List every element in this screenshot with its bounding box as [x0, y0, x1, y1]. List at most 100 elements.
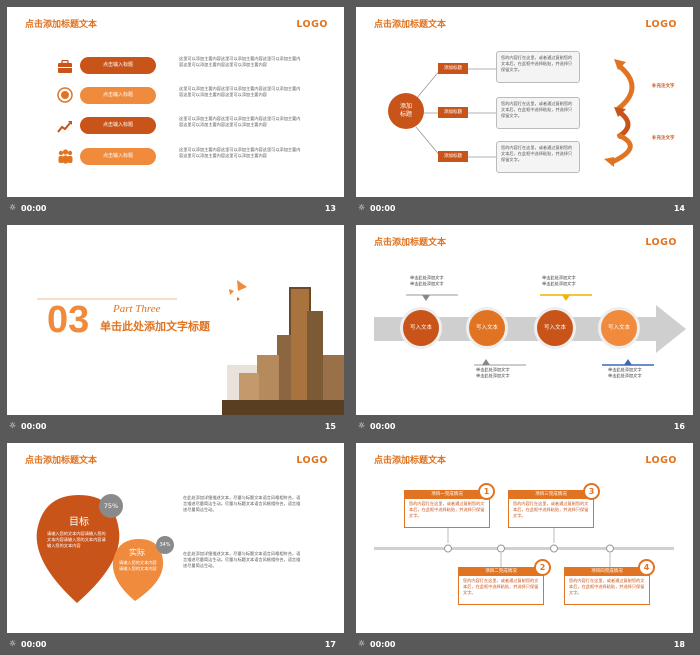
- briefcase-icon: [57, 59, 73, 73]
- step-circle: 写入文本: [598, 307, 640, 349]
- step-circle: 写入文本: [400, 307, 442, 349]
- clock-icon: ☼: [358, 639, 366, 648]
- logo: LOGO: [296, 455, 328, 466]
- slide-number: 13: [324, 204, 336, 213]
- step-number: 3: [583, 483, 600, 500]
- tag-label: 添加标题: [438, 63, 468, 74]
- tag-label: 添加标题: [438, 151, 468, 162]
- side-label: 补充注文字: [652, 136, 675, 141]
- slide-canvas: 点击添加标题文本 LOGO 目标 请输入您的文本内容请输入您的文本内容请输入您的…: [7, 443, 344, 633]
- slide-canvas: 点击添加标题文本 LOGO 写入文本 写入文本 写入文本 写入文本 单击此处添加…: [356, 225, 693, 415]
- slide-thumbnail-17[interactable]: 点击添加标题文本 LOGO 目标 请输入您的文本内容请输入您的文本内容请输入您的…: [7, 443, 344, 655]
- section-part: Part Three: [113, 303, 161, 315]
- slide-footer: ☼ 00:00 16: [356, 418, 693, 436]
- content-box: 您的内容打在这里，或者通过复制您的文本后，在此框中选择粘贴，并选择只保留文字。: [496, 51, 580, 83]
- timeline-card: 项目三完成情况 您的内容打在这里，或者通过复制您的文本后，在此框中选择粘贴，并选…: [508, 490, 594, 528]
- slide-title: 点击添加标题文本: [374, 456, 447, 466]
- slide-number: 15: [324, 422, 336, 431]
- connector-lines: [415, 59, 635, 167]
- card-text: 您的内容打在这里，或者通过复制您的文本后，在此框中选择粘贴，并选择只保留文字。: [513, 501, 589, 518]
- slide-thumbnail-15[interactable]: 03 Part Three 单击此处添加文字标题 ☼ 00:00 15: [7, 225, 344, 437]
- section-decoration: [37, 280, 344, 415]
- slide-number: 18: [673, 640, 685, 649]
- center-circle: 添加 标题: [388, 93, 424, 129]
- content-box: 您的内容打在这里，或者通过复制您的文本后，在此框中选择粘贴，并选择只保留文字。: [496, 141, 580, 173]
- actual-text: 请输入您的文本内容请输入您的文本内容: [119, 560, 157, 571]
- slide-footer: ☼ 00:00 17: [7, 636, 344, 654]
- people-icon: [57, 149, 74, 164]
- section-subtitle: 单击此处添加文字标题: [100, 320, 210, 333]
- row-title-pill: 点击输入标题: [80, 117, 156, 134]
- card-heading: 项目四完成情况: [565, 568, 649, 576]
- timeline: [374, 527, 674, 567]
- clock-icon: ☼: [358, 203, 366, 212]
- tag-label: 添加标题: [438, 107, 468, 118]
- logo: LOGO: [645, 455, 677, 466]
- coin-icon: [57, 87, 73, 103]
- row-text: 这里可以添加主要内容这里可以添加主要内容这里可以添加主要内容这里可以添加主要内容…: [179, 86, 301, 97]
- row-text: 这里可以添加主要内容这里可以添加主要内容这里可以添加主要内容这里可以添加主要内容…: [179, 116, 301, 127]
- slide-number: 17: [324, 640, 336, 649]
- slide-time: 00:00: [21, 422, 47, 431]
- logo: LOGO: [296, 19, 328, 30]
- clock-icon: ☼: [358, 421, 366, 430]
- side-label: 补充注文字: [652, 84, 675, 89]
- row-title-pill: 点击输入标题: [80, 87, 156, 104]
- card-heading: 项目一完成情况: [405, 491, 489, 499]
- step-note: 单击此处添加文字 单击此处添加文字: [542, 275, 576, 286]
- slide-canvas: 03 Part Three 单击此处添加文字标题: [7, 225, 344, 415]
- chart-icon: [57, 119, 73, 133]
- target-text: 请输入您的文本内容请输入您的文本内容请输入您的文本内容请输入您的文本内容: [47, 531, 106, 548]
- slide-title: 点击添加标题文本: [374, 20, 447, 30]
- section-number: 03: [47, 299, 90, 341]
- slide-thumbnail-13[interactable]: 点击添加标题文本 LOGO 点击输入标题 这里可以添加主要内容这里可以添加主要内…: [7, 7, 344, 219]
- slide-canvas: 点击添加标题文本 LOGO 添加 标题 添加标题 添加标题 添加标题 您的内容打…: [356, 7, 693, 197]
- step-number: 2: [534, 559, 551, 576]
- step-note: 单击此处添加文字 单击此处添加文字: [410, 275, 444, 286]
- card-text: 您的内容打在这里，或者通过复制您的文本后，在此框中选择粘贴，并选择只保留文字。: [463, 578, 539, 595]
- row-title-pill: 点击输入标题: [80, 57, 156, 74]
- slide-thumbnail-18[interactable]: 点击添加标题文本 LOGO 项目一完成情况 您的内容打在这里，或者通过复制您的文…: [356, 443, 693, 655]
- slide-canvas: 点击添加标题文本 LOGO 点击输入标题 这里可以添加主要内容这里可以添加主要内…: [7, 7, 344, 197]
- step-number: 1: [478, 483, 495, 500]
- step-circle: 写入文本: [534, 307, 576, 349]
- percent-badge: 75%: [103, 502, 119, 510]
- slide-footer: ☼ 00:00 18: [356, 636, 693, 654]
- slide-footer: ☼ 00:00 13: [7, 200, 344, 218]
- slide-title: 点击添加标题文本: [25, 456, 98, 466]
- slide-number: 14: [673, 204, 685, 213]
- step-number: 4: [638, 559, 655, 576]
- slide-time: 00:00: [21, 640, 47, 649]
- clock-icon: ☼: [9, 421, 17, 430]
- step-circle: 写入文本: [466, 307, 508, 349]
- slide-title: 点击添加标题文本: [25, 20, 98, 30]
- slide-title: 点击添加标题文本: [374, 238, 447, 248]
- slide-time: 00:00: [370, 422, 396, 431]
- drop-shapes: [36, 494, 174, 603]
- content-box: 您的内容打在这里，或者通过复制您的文本后，在此框中选择粘贴，并选择只保留文字。: [496, 97, 580, 129]
- clock-icon: ☼: [9, 639, 17, 648]
- clock-icon: ☼: [9, 203, 17, 212]
- card-text: 您的内容打在这里，或者通过复制您的文本后，在此框中选择粘贴，并选择只保留文字。: [409, 501, 485, 518]
- timeline-card: 项目一完成情况 您的内容打在这里，或者通过复制您的文本后，在此框中选择粘贴，并选…: [404, 490, 490, 528]
- slide-thumbnail-16[interactable]: 点击添加标题文本 LOGO 写入文本 写入文本 写入文本 写入文本 单击此处添加…: [356, 225, 693, 437]
- card-heading: 项目二完成情况: [459, 568, 543, 576]
- timeline-card: 项目二完成情况 您的内容打在这里，或者通过复制您的文本后，在此框中选择粘贴，并选…: [458, 567, 544, 605]
- timeline-card: 项目四完成情况 您的内容打在这里，或者通过复制您的文本后，在此框中选择粘贴，并选…: [564, 567, 650, 605]
- actual-label: 实际: [129, 548, 145, 557]
- slide-thumbnail-14[interactable]: 点击添加标题文本 LOGO 添加 标题 添加标题 添加标题 添加标题 您的内容打…: [356, 7, 693, 219]
- step-note: 单击此处添加文字 单击此处添加文字: [608, 367, 642, 378]
- row-text: 这里可以添加主要内容这里可以添加主要内容这里可以添加主要内容这里可以添加主要内容…: [179, 56, 301, 67]
- slide-time: 00:00: [21, 204, 47, 213]
- card-text: 您的内容打在这里，或者通过复制您的文本后，在此框中选择粘贴，并选择只保留文字。: [569, 578, 645, 595]
- row-title-pill: 点击输入标题: [80, 148, 156, 165]
- description-text: 在此处添加详细描述文本，尽量与标题文本语言风格相符合，语言描述尽量简洁生动。尽量…: [183, 551, 301, 568]
- slide-time: 00:00: [370, 640, 396, 649]
- description-text: 在此处添加详细描述文本，尽量与标题文本语言风格相符合，语言描述尽量简洁生动。尽量…: [183, 495, 301, 512]
- slide-footer: ☼ 00:00 14: [356, 200, 693, 218]
- row-text: 这里可以添加主要内容这里可以添加主要内容这里可以添加主要内容这里可以添加主要内容…: [179, 147, 301, 158]
- logo: LOGO: [645, 237, 677, 248]
- percent-badge: 34%: [159, 542, 171, 548]
- slide-canvas: 点击添加标题文本 LOGO 项目一完成情况 您的内容打在这里，或者通过复制您的文…: [356, 443, 693, 633]
- logo: LOGO: [645, 19, 677, 30]
